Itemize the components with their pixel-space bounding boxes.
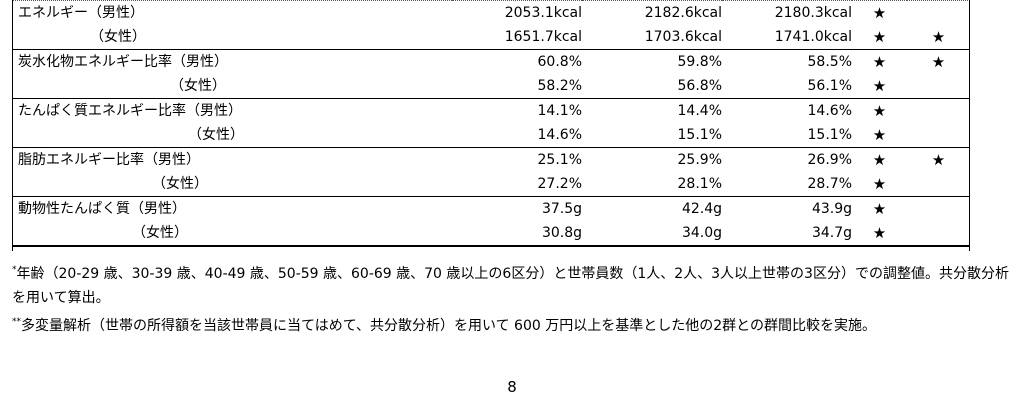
significance-star-2 <box>907 0 970 25</box>
significance-star-2 <box>907 172 970 197</box>
significance-star-1: ★ <box>852 74 907 99</box>
row-label: （女性） <box>12 172 452 197</box>
value-cell-3: 58.5% <box>807 54 852 70</box>
table-right-border <box>969 0 970 251</box>
table-body: エネルギー（男性） 2053.1kcal 2182.6kcal 2180.3kcal ★… <box>12 0 970 247</box>
table-row: 動物性たんぱく質（男性） 37.5g 42.4g 43.9g ★ <box>12 197 970 222</box>
table-row: 脂肪エネルギー比率（男性） 25.1% 25.9% 26.9% ★ ★ <box>12 148 970 173</box>
row-label: 動物性たんぱく質（男性） <box>18 201 186 217</box>
row-label: （女性） <box>12 74 452 99</box>
value-cell-1: 14.1% <box>537 103 582 119</box>
value-cell-1: 14.6% <box>452 123 582 148</box>
table-row: 炭水化物エネルギー比率（男性） 60.8% 59.8% 58.5% ★ ★ <box>12 50 970 75</box>
value-cell-3: 1741.0kcal <box>722 25 852 50</box>
value-cell-3: 15.1% <box>722 123 852 148</box>
value-cell-2: 14.4% <box>677 103 722 119</box>
table-row: たんぱく質エネルギー比率（男性） 14.1% 14.4% 14.6% ★ <box>12 99 970 124</box>
significance-star-2 <box>907 221 970 247</box>
value-cell-3: 34.7g <box>722 221 852 247</box>
nutrition-table: エネルギー（男性） 2053.1kcal 2182.6kcal 2180.3kcal ★… <box>12 0 970 247</box>
row-label: 炭水化物エネルギー比率（男性） <box>18 54 228 70</box>
value-cell-3: 2180.3kcal <box>722 0 852 25</box>
value-cell-3: 43.9g <box>811 201 852 217</box>
value-cell-1: 58.2% <box>452 74 582 99</box>
value-cell-2: 59.8% <box>677 54 722 70</box>
significance-star-1: ★ <box>852 172 907 197</box>
value-cell-1: 25.1% <box>537 152 582 168</box>
significance-star-1: ★ <box>852 123 907 148</box>
significance-star-1: ★ <box>872 151 887 169</box>
significance-star-1: ★ <box>852 221 907 247</box>
value-cell-1: 1651.7kcal <box>452 25 582 50</box>
significance-star-2: ★ <box>931 151 946 169</box>
significance-star-2 <box>907 197 970 222</box>
significance-star-1: ★ <box>852 25 907 50</box>
row-label: エネルギー（男性） <box>12 0 452 25</box>
value-cell-2: 1703.6kcal <box>582 25 722 50</box>
value-cell-2: 42.4g <box>681 201 722 217</box>
significance-star-2: ★ <box>931 53 946 71</box>
value-cell-1: 37.5g <box>541 201 582 217</box>
significance-star-1: ★ <box>872 53 887 71</box>
significance-star-2: ★ <box>907 25 970 50</box>
significance-star-2 <box>907 99 970 124</box>
significance-star-1: ★ <box>852 0 907 25</box>
footnote-1: *年齢（20-29 歳、30-39 歳、40-49 歳、50-59 歳、60-6… <box>12 258 1016 310</box>
table-row: （女性） 30.8g 34.0g 34.7g ★ <box>12 221 970 247</box>
value-cell-2: 25.9% <box>677 152 722 168</box>
footnote-2-mark: ** <box>12 317 21 327</box>
value-cell-2: 15.1% <box>582 123 722 148</box>
table-row: （女性） 58.2% 56.8% 56.1% ★ <box>12 74 970 99</box>
row-label: （女性） <box>12 25 452 50</box>
value-cell-3: 28.7% <box>722 172 852 197</box>
value-cell-3: 14.6% <box>807 103 852 119</box>
row-label: （女性） <box>12 123 452 148</box>
value-cell-2: 56.8% <box>582 74 722 99</box>
nutrition-table-container: エネルギー（男性） 2053.1kcal 2182.6kcal 2180.3kcal ★… <box>12 0 970 251</box>
row-label: 脂肪エネルギー比率（男性） <box>18 152 200 168</box>
footnotes: *年齢（20-29 歳、30-39 歳、40-49 歳、50-59 歳、60-6… <box>12 258 1016 338</box>
footnote-2-text: 多変量解析（世帯の所得額を当該世帯員に当てはめて、共分散分析）を用いて 600 … <box>21 318 876 334</box>
value-cell-3: 26.9% <box>807 152 852 168</box>
page-number: 8 <box>507 378 517 396</box>
table-row: （女性） 1651.7kcal 1703.6kcal 1741.0kcal ★ ★ <box>12 25 970 50</box>
value-cell-1: 60.8% <box>537 54 582 70</box>
value-cell-1: 2053.1kcal <box>452 0 582 25</box>
significance-star-1: ★ <box>872 200 887 218</box>
table-row: （女性） 14.6% 15.1% 15.1% ★ <box>12 123 970 148</box>
value-cell-2: 28.1% <box>582 172 722 197</box>
footnote-1-mark: * <box>12 265 17 275</box>
footnote-2: **多変量解析（世帯の所得額を当該世帯員に当てはめて、共分散分析）を用いて 60… <box>12 310 1016 338</box>
table-row: （女性） 27.2% 28.1% 28.7% ★ <box>12 172 970 197</box>
significance-star-2 <box>907 123 970 148</box>
significance-star-1: ★ <box>872 102 887 120</box>
row-label: （女性） <box>12 221 452 247</box>
value-cell-2: 2182.6kcal <box>582 0 722 25</box>
table-row: エネルギー（男性） 2053.1kcal 2182.6kcal 2180.3kcal ★ <box>12 0 970 25</box>
row-label: たんぱく質エネルギー比率（男性） <box>18 103 242 119</box>
table-left-border <box>12 0 13 251</box>
value-cell-3: 56.1% <box>722 74 852 99</box>
value-cell-2: 34.0g <box>582 221 722 247</box>
value-cell-1: 27.2% <box>452 172 582 197</box>
value-cell-1: 30.8g <box>452 221 582 247</box>
significance-star-2 <box>907 74 970 99</box>
footnote-1-text: 年齢（20-29 歳、30-39 歳、40-49 歳、50-59 歳、60-69… <box>12 266 1009 306</box>
